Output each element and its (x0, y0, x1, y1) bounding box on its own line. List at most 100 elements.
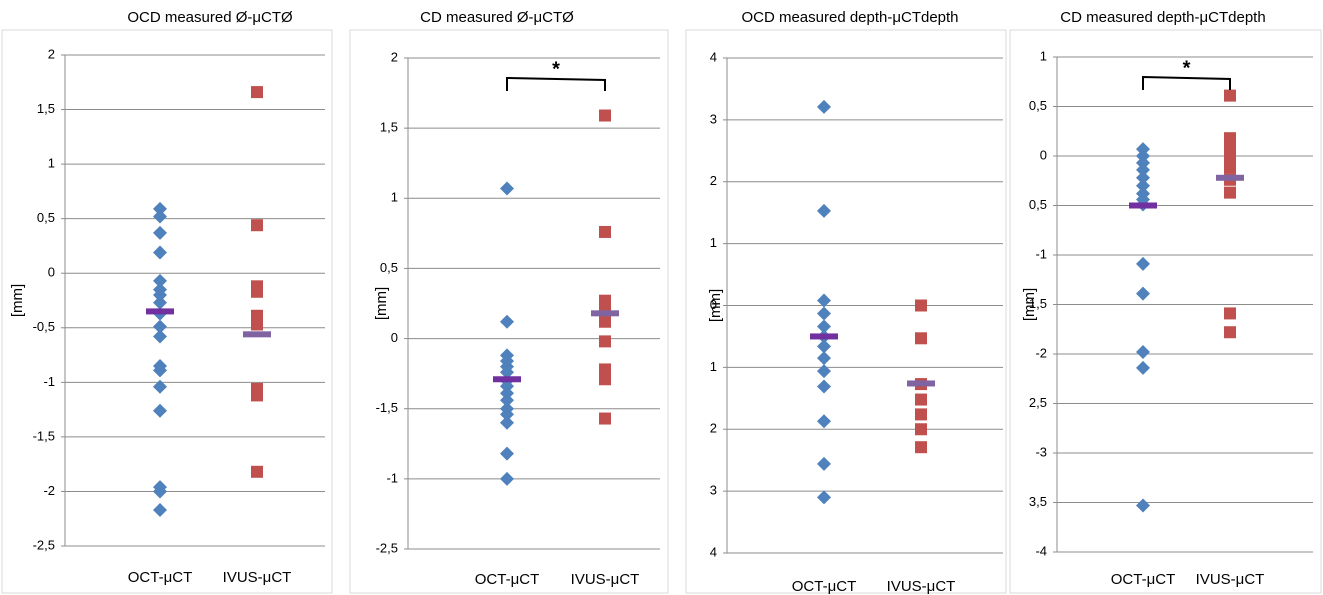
x-tick-label: IVUS-μCT (887, 578, 956, 595)
square-point (599, 412, 611, 425)
diamond-point (500, 365, 514, 380)
y-tick-label: 2 (48, 46, 55, 61)
diamond-point (153, 502, 167, 517)
y-tick-label: -1 (43, 374, 55, 389)
y-tick-label: 0 (48, 265, 55, 280)
square-point (1224, 161, 1236, 174)
square-point (915, 423, 927, 436)
y-tick-label: -1,5 (33, 428, 55, 443)
diamond-point (1136, 345, 1150, 360)
square-point (251, 389, 263, 402)
diamond-point (153, 403, 167, 418)
x-tick-label: OCT-μCT (475, 571, 539, 588)
square-point (1224, 307, 1236, 320)
panel-frame (1, 29, 333, 594)
y-axis-label: [mm] (1021, 288, 1038, 321)
y-tick-label: -2,5 (33, 537, 55, 552)
y-tick-label: 1 (710, 359, 717, 374)
y-tick-label: -2 (1035, 345, 1047, 360)
diamond-point (500, 379, 514, 394)
y-tick-label: 3 (710, 483, 717, 498)
square-point (1224, 326, 1236, 339)
mean-bar (907, 380, 935, 387)
y-tick-label: 2,5 (1029, 395, 1047, 410)
diamond-point (153, 201, 167, 216)
y-tick-label: 1,5 (1029, 296, 1047, 311)
x-tick-label: OCT-μCT (792, 578, 856, 595)
diamond-point (500, 181, 514, 196)
diamond-point (153, 245, 167, 260)
x-tick-label: OCT-μCT (1111, 571, 1175, 588)
diamond-point (153, 288, 167, 303)
y-tick-label: 2 (710, 421, 717, 436)
square-point (599, 373, 611, 386)
diamond-point (500, 471, 514, 486)
diamond-point (817, 203, 831, 218)
chart-title: CD measured Ø-μCTØ (420, 9, 574, 26)
y-tick-label: 3 (710, 111, 717, 126)
diamond-point (817, 339, 831, 354)
mean-bar (1129, 202, 1157, 209)
y-tick-label: 1 (391, 190, 398, 205)
square-point (1224, 142, 1236, 155)
diamond-point (817, 99, 831, 114)
significance-mark: * (1183, 57, 1191, 79)
panel-frame (1009, 29, 1322, 594)
significance-mark: * (552, 58, 560, 80)
x-tick-label: IVUS-μCT (1196, 571, 1265, 588)
diamond-point (153, 273, 167, 288)
y-tick-label: -1,5 (376, 400, 398, 415)
diamond-point (817, 351, 831, 366)
y-tick-label: 4 (710, 544, 717, 559)
y-tick-label: 0,5 (1029, 98, 1047, 113)
x-tick-label: OCT-μCT (128, 569, 192, 586)
square-point (599, 225, 611, 238)
diamond-point (500, 314, 514, 329)
y-tick-label: 1,5 (380, 120, 398, 135)
y-tick-label: 2 (710, 173, 717, 188)
square-point (915, 408, 927, 421)
square-point (599, 109, 611, 122)
square-point (599, 335, 611, 348)
diamond-point (1136, 256, 1150, 271)
square-point (251, 318, 263, 331)
square-point (599, 315, 611, 328)
diamond-point (153, 295, 167, 310)
mean-bar (810, 333, 838, 340)
diamond-point (153, 329, 167, 344)
chart-title: OCD measured Ø-μCTØ (127, 9, 293, 26)
y-tick-label: 1 (1040, 48, 1047, 63)
mean-bar (591, 310, 619, 317)
y-tick-label: -3 (1035, 444, 1047, 459)
square-point (1224, 186, 1236, 199)
diamond-point (500, 407, 514, 422)
diamond-point (500, 386, 514, 401)
significance-bracket (1142, 75, 1231, 90)
diamond-point (153, 209, 167, 224)
diamond-point (1136, 286, 1150, 301)
y-tick-label: -4 (1035, 543, 1047, 558)
y-tick-label: 1,5 (37, 101, 55, 116)
diamond-point (1136, 498, 1150, 513)
diamond-point (817, 306, 831, 321)
significance-bracket (506, 76, 606, 91)
square-point (1224, 151, 1236, 164)
diamond-point (153, 379, 167, 394)
y-axis-label: [mm] (9, 284, 26, 317)
diamond-point (153, 225, 167, 240)
y-tick-label: -1 (1035, 246, 1047, 261)
diamond-point (153, 319, 167, 334)
y-tick-label: 0 (1040, 147, 1047, 162)
square-point (599, 363, 611, 376)
chart-title: OCD measured depth-μCTdepth (741, 9, 958, 26)
diamond-point (817, 319, 831, 334)
square-point (1224, 132, 1236, 145)
chart-title: CD measured depth-μCTdepth (1060, 9, 1265, 26)
y-tick-label: 0,5 (380, 260, 398, 275)
y-tick-label: -2 (43, 483, 55, 498)
square-point (915, 393, 927, 406)
diamond-point (500, 415, 514, 430)
square-point (251, 285, 263, 298)
diamond-point (1136, 170, 1150, 185)
